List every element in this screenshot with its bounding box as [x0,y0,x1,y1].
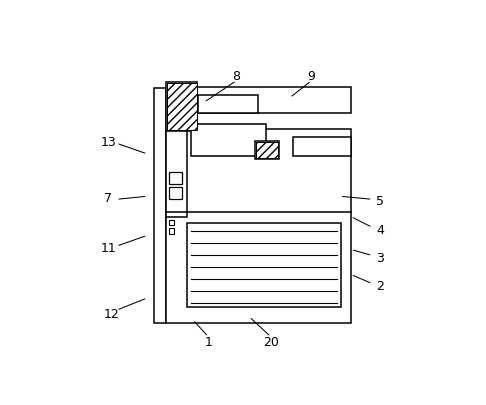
Bar [198,95,258,114]
Text: 8: 8 [233,70,241,83]
Text: 11: 11 [101,242,116,255]
Bar [167,84,196,130]
Bar [256,143,278,158]
Bar [166,130,187,217]
Bar [169,220,174,226]
Text: 5: 5 [376,195,384,208]
Bar [169,188,182,200]
Text: 20: 20 [263,335,279,348]
Text: 1: 1 [205,335,212,348]
Bar [154,89,166,323]
Bar [166,83,197,131]
Text: 3: 3 [377,251,384,264]
Text: 4: 4 [377,223,384,236]
Text: 7: 7 [104,192,112,205]
Bar [293,138,351,156]
Bar [255,141,279,159]
Text: 9: 9 [308,70,315,83]
Bar [191,125,266,156]
Bar [187,223,341,307]
Bar [166,130,351,323]
Bar [169,229,174,234]
Text: 2: 2 [377,279,384,292]
Text: 13: 13 [101,136,116,149]
Bar [169,173,182,184]
Text: 12: 12 [104,307,120,320]
Bar [187,87,351,114]
